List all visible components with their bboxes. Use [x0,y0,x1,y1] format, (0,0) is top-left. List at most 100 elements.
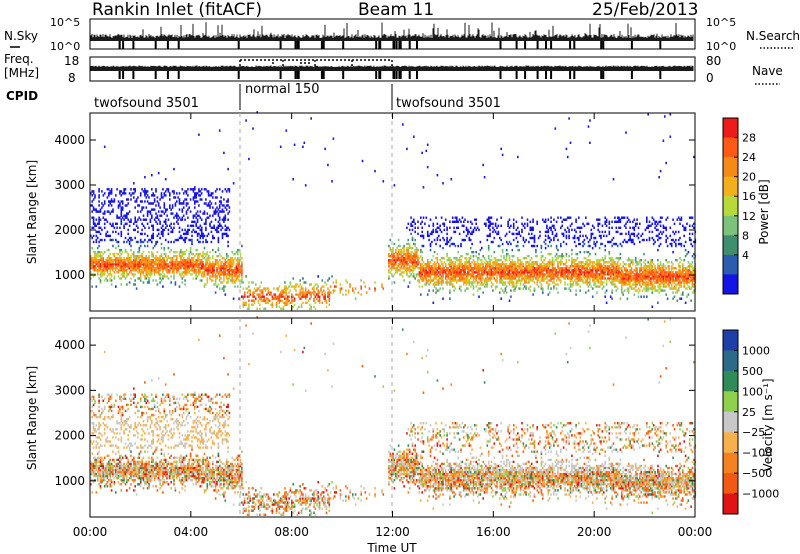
power-cell [644,273,647,276]
power-cell [194,230,196,234]
power-cell [162,277,164,280]
power-cell [106,279,109,282]
power-cell [629,226,631,229]
power-cell [479,279,482,282]
power-cell [603,273,605,276]
power-cell [399,257,401,260]
power-cell [557,273,559,276]
power-cell [568,228,570,232]
power-cell [160,194,163,197]
power-cell [586,275,588,278]
power-cell [597,275,599,278]
power-cell [596,279,598,282]
power-cell [439,259,441,262]
power-cell [601,257,604,260]
power-cell [120,210,123,213]
power-cell [335,281,337,284]
power-cell [120,206,123,209]
power-cell [435,275,437,278]
power-cell [650,265,652,268]
power-cell [453,269,455,272]
power-cell [176,267,178,270]
power-cell [199,236,202,240]
power-cell [406,147,408,151]
power-cell [238,269,240,272]
power-cell [176,216,178,219]
power-cell [227,212,229,215]
power-cell [505,259,508,262]
power-cell [633,226,636,229]
power-cell [655,273,658,276]
power-cell [465,228,468,232]
power-cell [487,255,490,258]
power-cell [157,263,160,266]
power-cell [609,273,612,276]
power-cell [404,252,407,256]
power-cell [648,277,651,280]
power-cell [597,265,599,268]
power-cell [216,263,218,266]
power-cell [436,261,439,264]
power-cell [149,220,152,223]
power-cell [500,271,502,274]
power-cell [144,277,146,280]
power-cell [529,279,532,282]
power-cell [228,273,231,276]
power-cell [512,226,515,229]
power-cell [542,279,544,282]
power-cell [214,279,217,282]
power-cell [585,263,587,266]
power-cell [475,222,477,225]
power-cell [587,255,590,258]
power-cell [116,267,118,270]
power-cell [640,265,642,268]
power-cell [120,267,123,270]
power-cell [94,259,96,262]
power-cell [611,279,613,282]
power-cell [101,275,103,278]
power-cell [547,218,550,221]
power-cell [472,279,475,282]
power-cell [218,269,221,272]
power-cell [644,283,647,286]
power-cell [636,289,638,292]
power-cell [417,226,419,229]
power-cell [191,238,193,242]
power-cell [403,248,405,252]
power-cell [92,198,95,201]
power-cell [630,287,633,290]
power-cell [530,275,533,278]
power-cell [465,257,468,260]
power-cell [550,287,552,290]
power-cell [123,224,125,227]
power-cell [195,194,197,197]
power-cell [181,259,184,262]
power-cell [515,275,518,278]
power-cell [134,206,136,209]
power-cell [485,271,487,274]
power-cell [547,285,550,288]
power-cell [589,259,591,262]
power-cell [481,259,483,262]
power-cell [354,297,357,300]
power-cell [411,236,414,240]
power-cell [109,261,111,264]
power-cell [152,265,154,268]
power-cell [646,295,648,298]
power-cell [449,277,451,280]
power-cell [511,265,514,268]
power-cell [195,259,197,262]
power-cell [196,275,199,278]
power-cell [633,232,636,236]
power-cell [472,250,475,254]
power-cell [561,261,563,264]
power-cell [472,281,475,284]
power-cell [436,259,439,262]
power-cell [625,263,627,266]
power-cell [160,214,163,217]
power-cell [571,269,573,272]
power-cell [594,271,597,274]
power-cell [142,214,145,217]
power-cell [589,271,591,274]
power-cell [626,287,629,290]
